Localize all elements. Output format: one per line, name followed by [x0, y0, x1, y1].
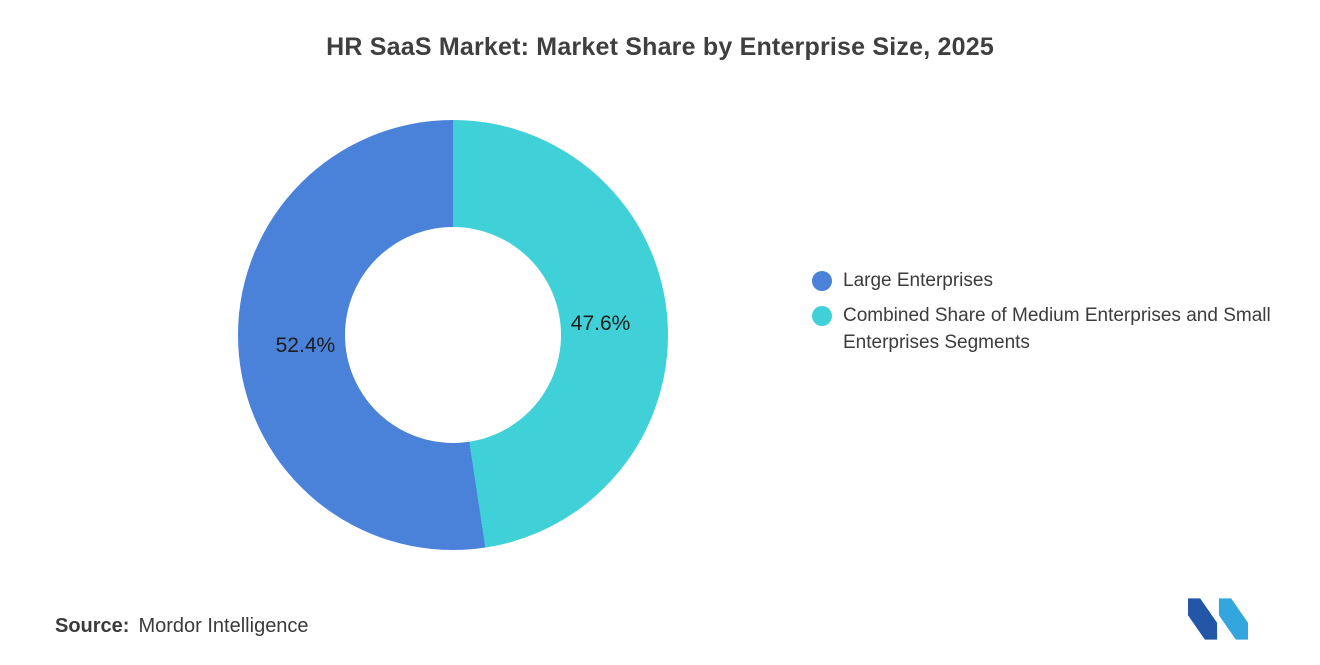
source-line: Source: Mordor Intelligence [55, 615, 309, 638]
slice-label-large-enterprises: 52.4% [275, 334, 336, 358]
legend-label-large-enterprises: Large Enterprises [843, 270, 993, 291]
legend-item-large-enterprises: Large Enterprises [812, 268, 1304, 295]
logo-right-shape [1218, 598, 1248, 640]
legend-label-combined-segments: Combined Share of Medium Enterprises and… [843, 304, 1271, 353]
source-value: Mordor Intelligence [138, 615, 309, 637]
chart-title: HR SaaS Market: Market Share by Enterpri… [326, 33, 994, 61]
mordor-intelligence-logo [1188, 598, 1248, 640]
legend-dot-large-enterprises [812, 271, 832, 291]
donut-hole [345, 227, 561, 443]
legend: Large Enterprises Combined Share of Medi… [812, 268, 1304, 365]
donut-chart: 52.4% 47.6% [238, 120, 668, 550]
logo-left-shape [1188, 598, 1218, 640]
legend-dot-combined-segments [812, 305, 832, 326]
legend-item-combined-segments: Combined Share of Medium Enterprises and… [812, 303, 1304, 357]
slice-label-combined-segments: 47.6% [570, 311, 631, 335]
source-label: Source: [55, 615, 130, 637]
